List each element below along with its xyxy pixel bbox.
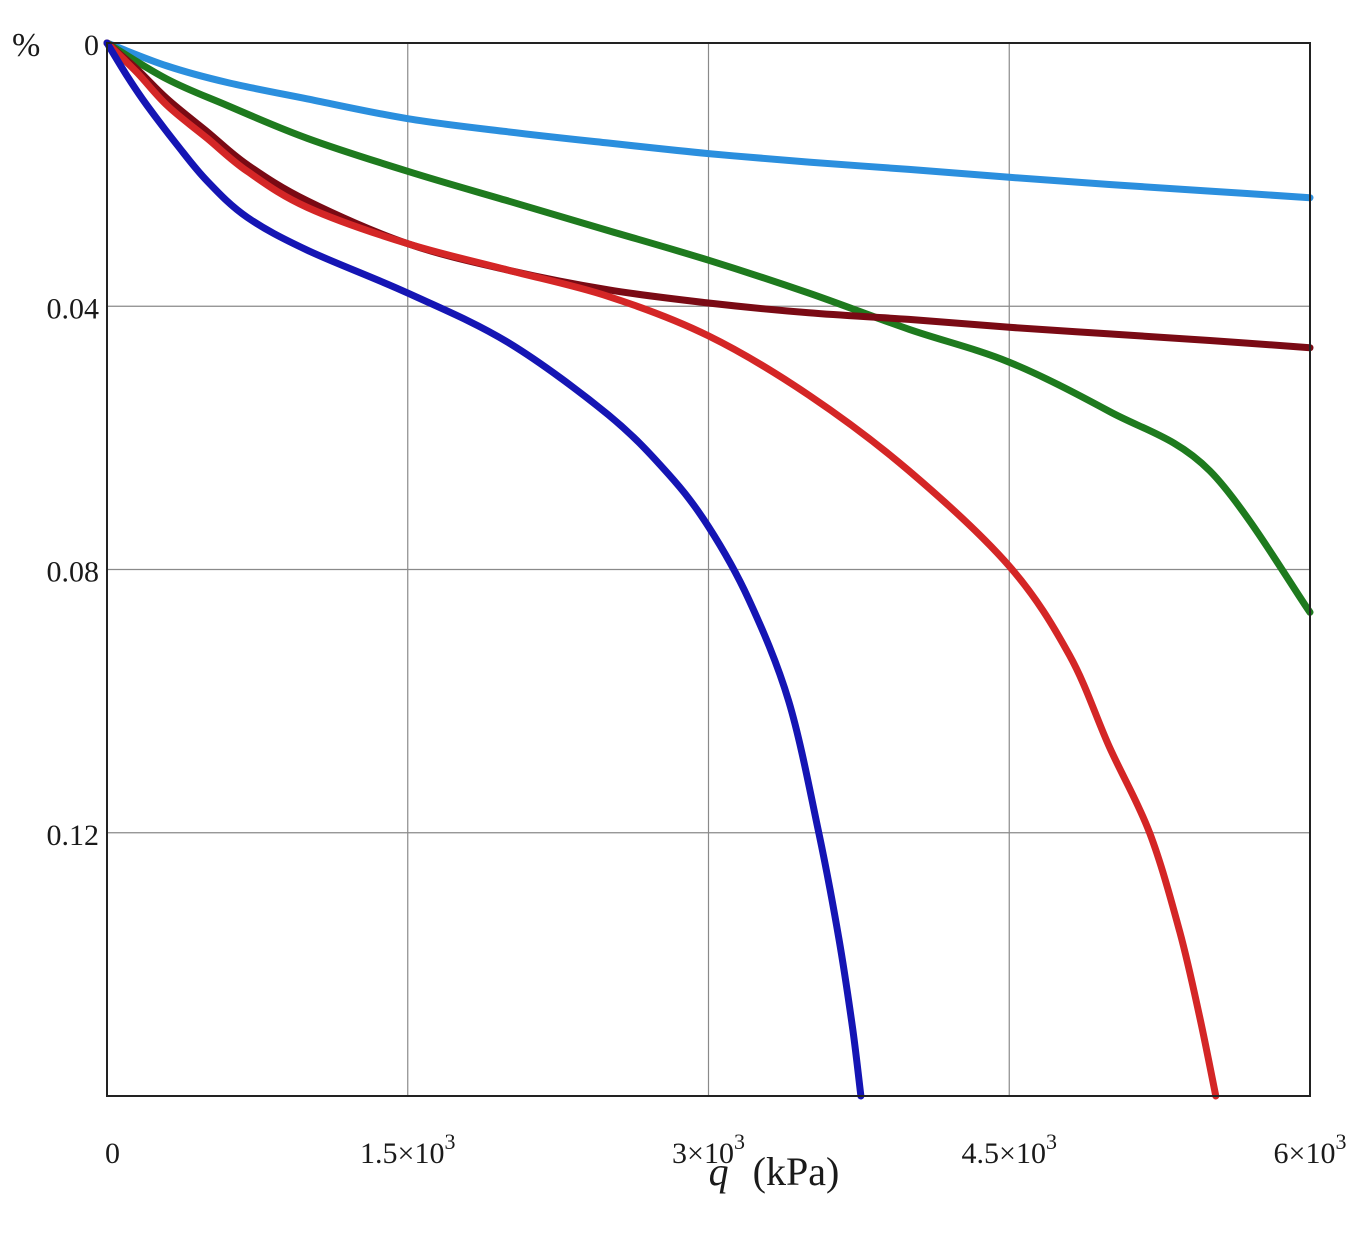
series-line-4 — [103, 39, 1220, 1100]
y-tick-label: 0.08 — [47, 556, 100, 589]
x-tick-label: 4.5×103 — [962, 1129, 1057, 1170]
x-tick-label: 1.5×103 — [360, 1129, 455, 1170]
y-unit-label: % — [12, 27, 40, 64]
series-line-2 — [103, 39, 1314, 616]
x-tick-labels: 0 1.5×103 3×103 4.5×103 6×103 — [105, 1129, 1346, 1170]
x-tick-label: 3×103 — [672, 1129, 745, 1170]
y-tick-label: 0.12 — [47, 819, 100, 852]
series-line-5 — [103, 39, 865, 1100]
x-axis-symbol: q — [709, 1149, 729, 1194]
series-line-1 — [103, 39, 1314, 202]
x-tick-label: 0 — [105, 1137, 120, 1170]
y-tick-label: 0 — [84, 29, 99, 62]
y-tick-label: 0.04 — [47, 292, 100, 325]
x-axis-unit: (kPa) — [753, 1149, 840, 1194]
series-layer — [103, 39, 1314, 1100]
plot-frame — [106, 42, 1311, 1097]
x-axis-title: q (kPa) — [709, 1149, 840, 1194]
series-line-3 — [103, 39, 1314, 352]
x-tick-label: 6×103 — [1274, 1129, 1347, 1170]
y-tick-labels: 0 0.04 0.08 0.12 — [47, 29, 100, 852]
